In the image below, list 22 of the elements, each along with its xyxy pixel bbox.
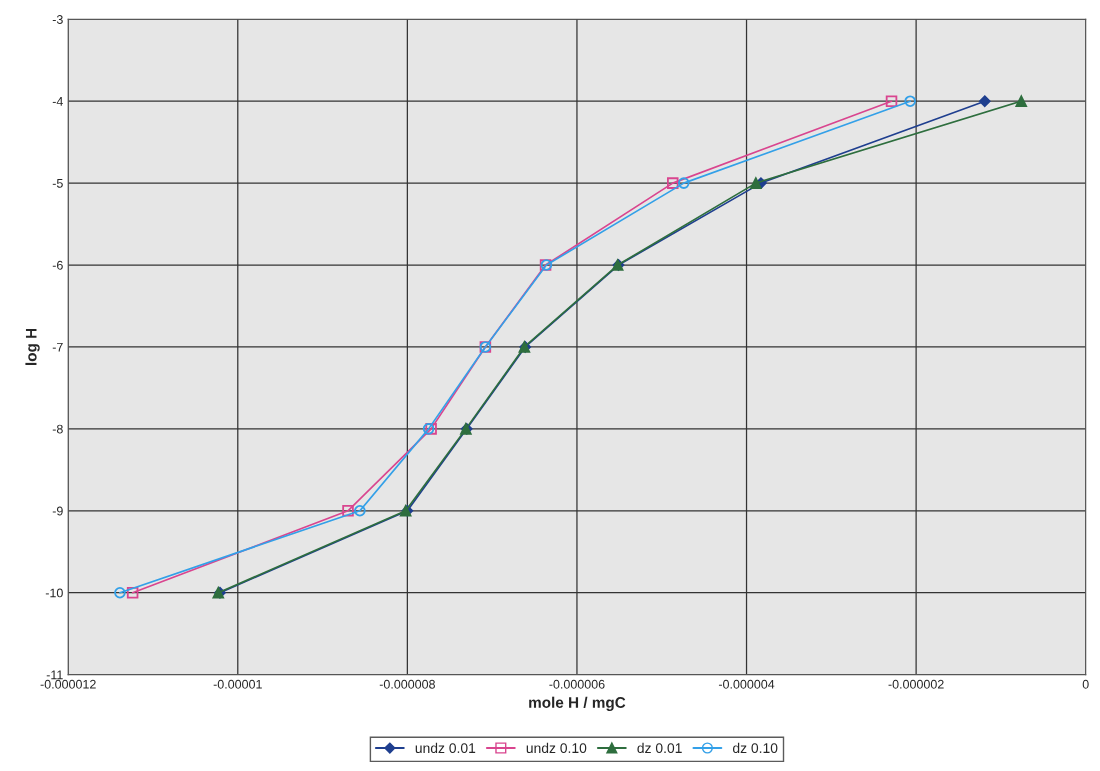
y-tick-label: -4 bbox=[52, 97, 63, 106]
x-tick-label: -0.00001 bbox=[213, 679, 262, 689]
y-tick-label: -11 bbox=[46, 670, 63, 680]
x-axis-title: mole H / mgC bbox=[529, 696, 626, 711]
y-tick-label: -7 bbox=[52, 342, 63, 352]
x-tick-label: -0.000008 bbox=[379, 679, 435, 689]
y-tick-label: -3 bbox=[52, 15, 63, 24]
legend-label: undz 0.10 bbox=[526, 742, 587, 754]
y-tick-label: -6 bbox=[52, 260, 63, 270]
x-tick-label: -0.000012 bbox=[40, 679, 96, 689]
x-tick-label: -0.000002 bbox=[888, 679, 944, 689]
legend-label: undz 0.01 bbox=[415, 742, 476, 754]
x-tick-label: 0 bbox=[1082, 679, 1089, 689]
y-tick-label: -8 bbox=[52, 424, 63, 434]
legend-label: dz 0.01 bbox=[637, 742, 682, 754]
y-axis-title: log H bbox=[25, 328, 40, 365]
legend-label: dz 0.10 bbox=[732, 742, 778, 754]
y-tick-label: -9 bbox=[52, 506, 63, 516]
y-tick-label: -5 bbox=[52, 179, 63, 188]
x-tick-label: -0.000004 bbox=[718, 679, 775, 689]
y-tick-label: -10 bbox=[45, 588, 63, 598]
x-tick-label: -0.000006 bbox=[549, 679, 605, 689]
